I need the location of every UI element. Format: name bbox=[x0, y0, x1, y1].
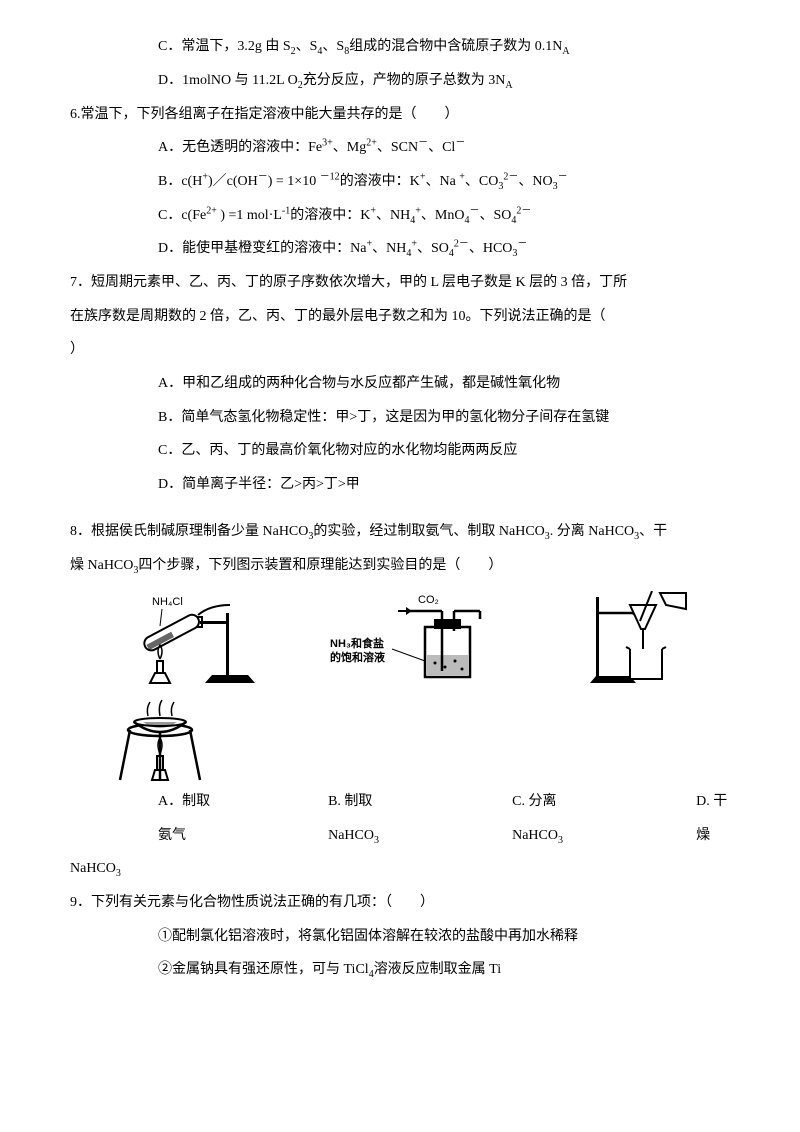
text: NaHCO3 bbox=[70, 861, 121, 876]
co2-label: CO₂ bbox=[418, 594, 439, 606]
q6-option-d: D．能使甲基橙变红的溶液中：Na+、NH4+、SO42－、HCO3－ bbox=[70, 232, 730, 266]
text: D．1molNO 与 11.2L O2充分反应，产物的原子总数为 3NA bbox=[158, 73, 513, 88]
apparatus-c-icon bbox=[590, 591, 700, 686]
solution-label-1: NH₃和食盐 bbox=[330, 636, 384, 650]
page-root: C．常温下，3.2g 由 S2、S4、S8组成的混合物中含硫原子数为 0.1NA… bbox=[0, 0, 800, 1132]
q8-figure-d-wrap bbox=[70, 690, 730, 785]
q7-option-d: D．简单离子半径：乙>丙>丁>甲 bbox=[70, 468, 730, 502]
q9-item-1: ①配制氯化铝溶液时，将氯化铝固体溶解在较浓的盐酸中再加水稀释 bbox=[70, 920, 730, 954]
q8-options-row: A．制取氨气 B. 制取 NaHCO3 C. 分离 NaHCO3 D. 干燥 bbox=[70, 785, 730, 852]
q8-option-d-cont: NaHCO3 bbox=[70, 852, 730, 886]
q7-stem-line3: ） bbox=[70, 333, 730, 367]
q8-option-c: C. 分离 NaHCO3 bbox=[512, 785, 586, 852]
text: C．c(Fe2+ ) =1 mol·L-1的溶液中：K+、NH4+、MnO4－、… bbox=[158, 208, 531, 223]
q6-option-b: B．c(H+)／c(OH－) = 1×10 －12的溶液中：K+、Na +、CO… bbox=[70, 165, 730, 199]
q9-stem: 9．下列有关元素与化合物性质说法正确的有几项：（ ） bbox=[70, 886, 730, 920]
apparatus-d-icon bbox=[110, 690, 220, 785]
q6-stem: 6.常温下，下列各组离子在指定溶液中能大量共存的是（ ） bbox=[70, 98, 730, 132]
apparatus-b-icon: CO₂ NH₃和食盐 的饱和溶液 bbox=[330, 591, 500, 686]
solution-label-2: 的饱和溶液 bbox=[330, 650, 386, 664]
text: D．能使甲基橙变红的溶液中：Na+、NH4+、SO42－、HCO3－ bbox=[158, 241, 527, 256]
text: 8．根据侯氏制碱原理制备少量 NaHCO3的实验，经过制取氨气、制取 NaHCO… bbox=[70, 524, 667, 539]
text: C．常温下，3.2g 由 S2、S4、S8组成的混合物中含硫原子数为 0.1NA bbox=[158, 39, 570, 54]
q8-stem-line1: 8．根据侯氏制碱原理制备少量 NaHCO3的实验，经过制取氨气、制取 NaHCO… bbox=[70, 515, 730, 549]
q8-figure-b: CO₂ NH₃和食盐 的饱和溶液 bbox=[330, 591, 500, 686]
label: NH₄Cl bbox=[152, 596, 183, 608]
q8-option-a: A．制取氨气 bbox=[158, 785, 218, 852]
q8-figure-a: NH₄Cl bbox=[110, 591, 260, 686]
q7-option-c: C．乙、丙、丁的最高价氧化物对应的水化物均能两两反应 bbox=[70, 434, 730, 468]
q9-item-2: ②金属钠具有强还原性，可与 TiCl4溶液反应制取金属 Ti bbox=[70, 953, 730, 987]
text: 燥 NaHCO3四个步骤，下列图示装置和原理能达到实验目的是（ ） bbox=[70, 558, 502, 573]
q5-option-d: D．1molNO 与 11.2L O2充分反应，产物的原子总数为 3NA bbox=[70, 64, 730, 98]
text: A．无色透明的溶液中：Fe3+、Mg2+、SCN－、Cl－ bbox=[158, 140, 465, 155]
q6-option-c: C．c(Fe2+ ) =1 mol·L-1的溶液中：K+、NH4+、MnO4－、… bbox=[70, 199, 730, 233]
q8-option-b: B. 制取 NaHCO3 bbox=[328, 785, 402, 852]
q6-option-a: A．无色透明的溶液中：Fe3+、Mg2+、SCN－、Cl－ bbox=[70, 131, 730, 165]
q7-stem-line1: 7．短周期元素甲、乙、丙、丁的原子序数依次增大，甲的 L 层电子数是 K 层的 … bbox=[70, 266, 730, 300]
text: B．c(H+)／c(OH－) = 1×10 －12的溶液中：K+、Na +、CO… bbox=[158, 174, 568, 189]
q7-option-b: B．简单气态氢化物稳定性：甲>丁，这是因为甲的氢化物分子间存在氢键 bbox=[70, 401, 730, 435]
text: ②金属钠具有强还原性，可与 TiCl4溶液反应制取金属 Ti bbox=[158, 962, 501, 977]
q7-stem-line2: 在族序数是周期数的 2 倍，乙、丙、丁的最外层电子数之和为 10。下列说法正确的… bbox=[70, 300, 730, 334]
q8-figures-row: NH₄Cl bbox=[70, 591, 730, 686]
apparatus-a-icon: NH₄Cl bbox=[110, 591, 260, 686]
q5-option-c: C．常温下，3.2g 由 S2、S4、S8组成的混合物中含硫原子数为 0.1NA bbox=[70, 30, 730, 64]
q8-stem-line2: 燥 NaHCO3四个步骤，下列图示装置和原理能达到实验目的是（ ） bbox=[70, 549, 730, 583]
q8-figure-c bbox=[590, 591, 700, 686]
q7-option-a: A．甲和乙组成的两种化合物与水反应都产生碱，都是碱性氧化物 bbox=[70, 367, 730, 401]
q8-option-d: D. 干燥 bbox=[696, 785, 730, 852]
